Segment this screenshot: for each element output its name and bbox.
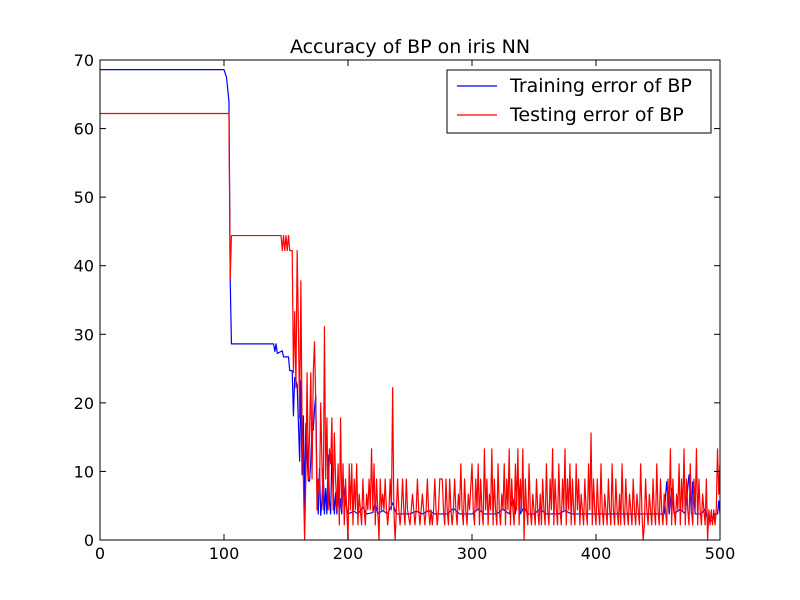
y-tick-label: 0: [84, 531, 94, 550]
legend-box: [446, 69, 712, 134]
legend: Training error of BP Testing error of BP: [446, 69, 712, 134]
y-tick-label: 10: [74, 462, 94, 481]
plot-frame: [99, 59, 721, 541]
chart-title: Accuracy of BP on iris NN: [290, 36, 530, 58]
legend-label-training: Training error of BP: [509, 75, 692, 97]
y-tick-label: 20: [74, 394, 94, 413]
y-tick-label: 70: [74, 51, 94, 70]
x-tick-label: 0: [95, 544, 105, 563]
y-tick-label: 50: [74, 188, 94, 207]
x-tick-label: 200: [333, 544, 364, 563]
x-tick-label: 400: [581, 544, 612, 563]
x-tick-label: 300: [457, 544, 488, 563]
series-line-testing: [100, 112, 721, 541]
legend-label-testing: Testing error of BP: [509, 104, 684, 126]
x-tick-label: 500: [705, 544, 736, 563]
tick-layer: 0 100 200 300 400 500 0 10 20 30 40 50 60 70: [74, 51, 736, 563]
y-tick-label: 40: [74, 257, 94, 276]
series-layer: [100, 69, 721, 541]
series-line-training: [100, 69, 721, 522]
x-tick-label: 100: [209, 544, 240, 563]
y-tick-label: 30: [74, 325, 94, 344]
y-tick-label: 60: [74, 120, 94, 139]
